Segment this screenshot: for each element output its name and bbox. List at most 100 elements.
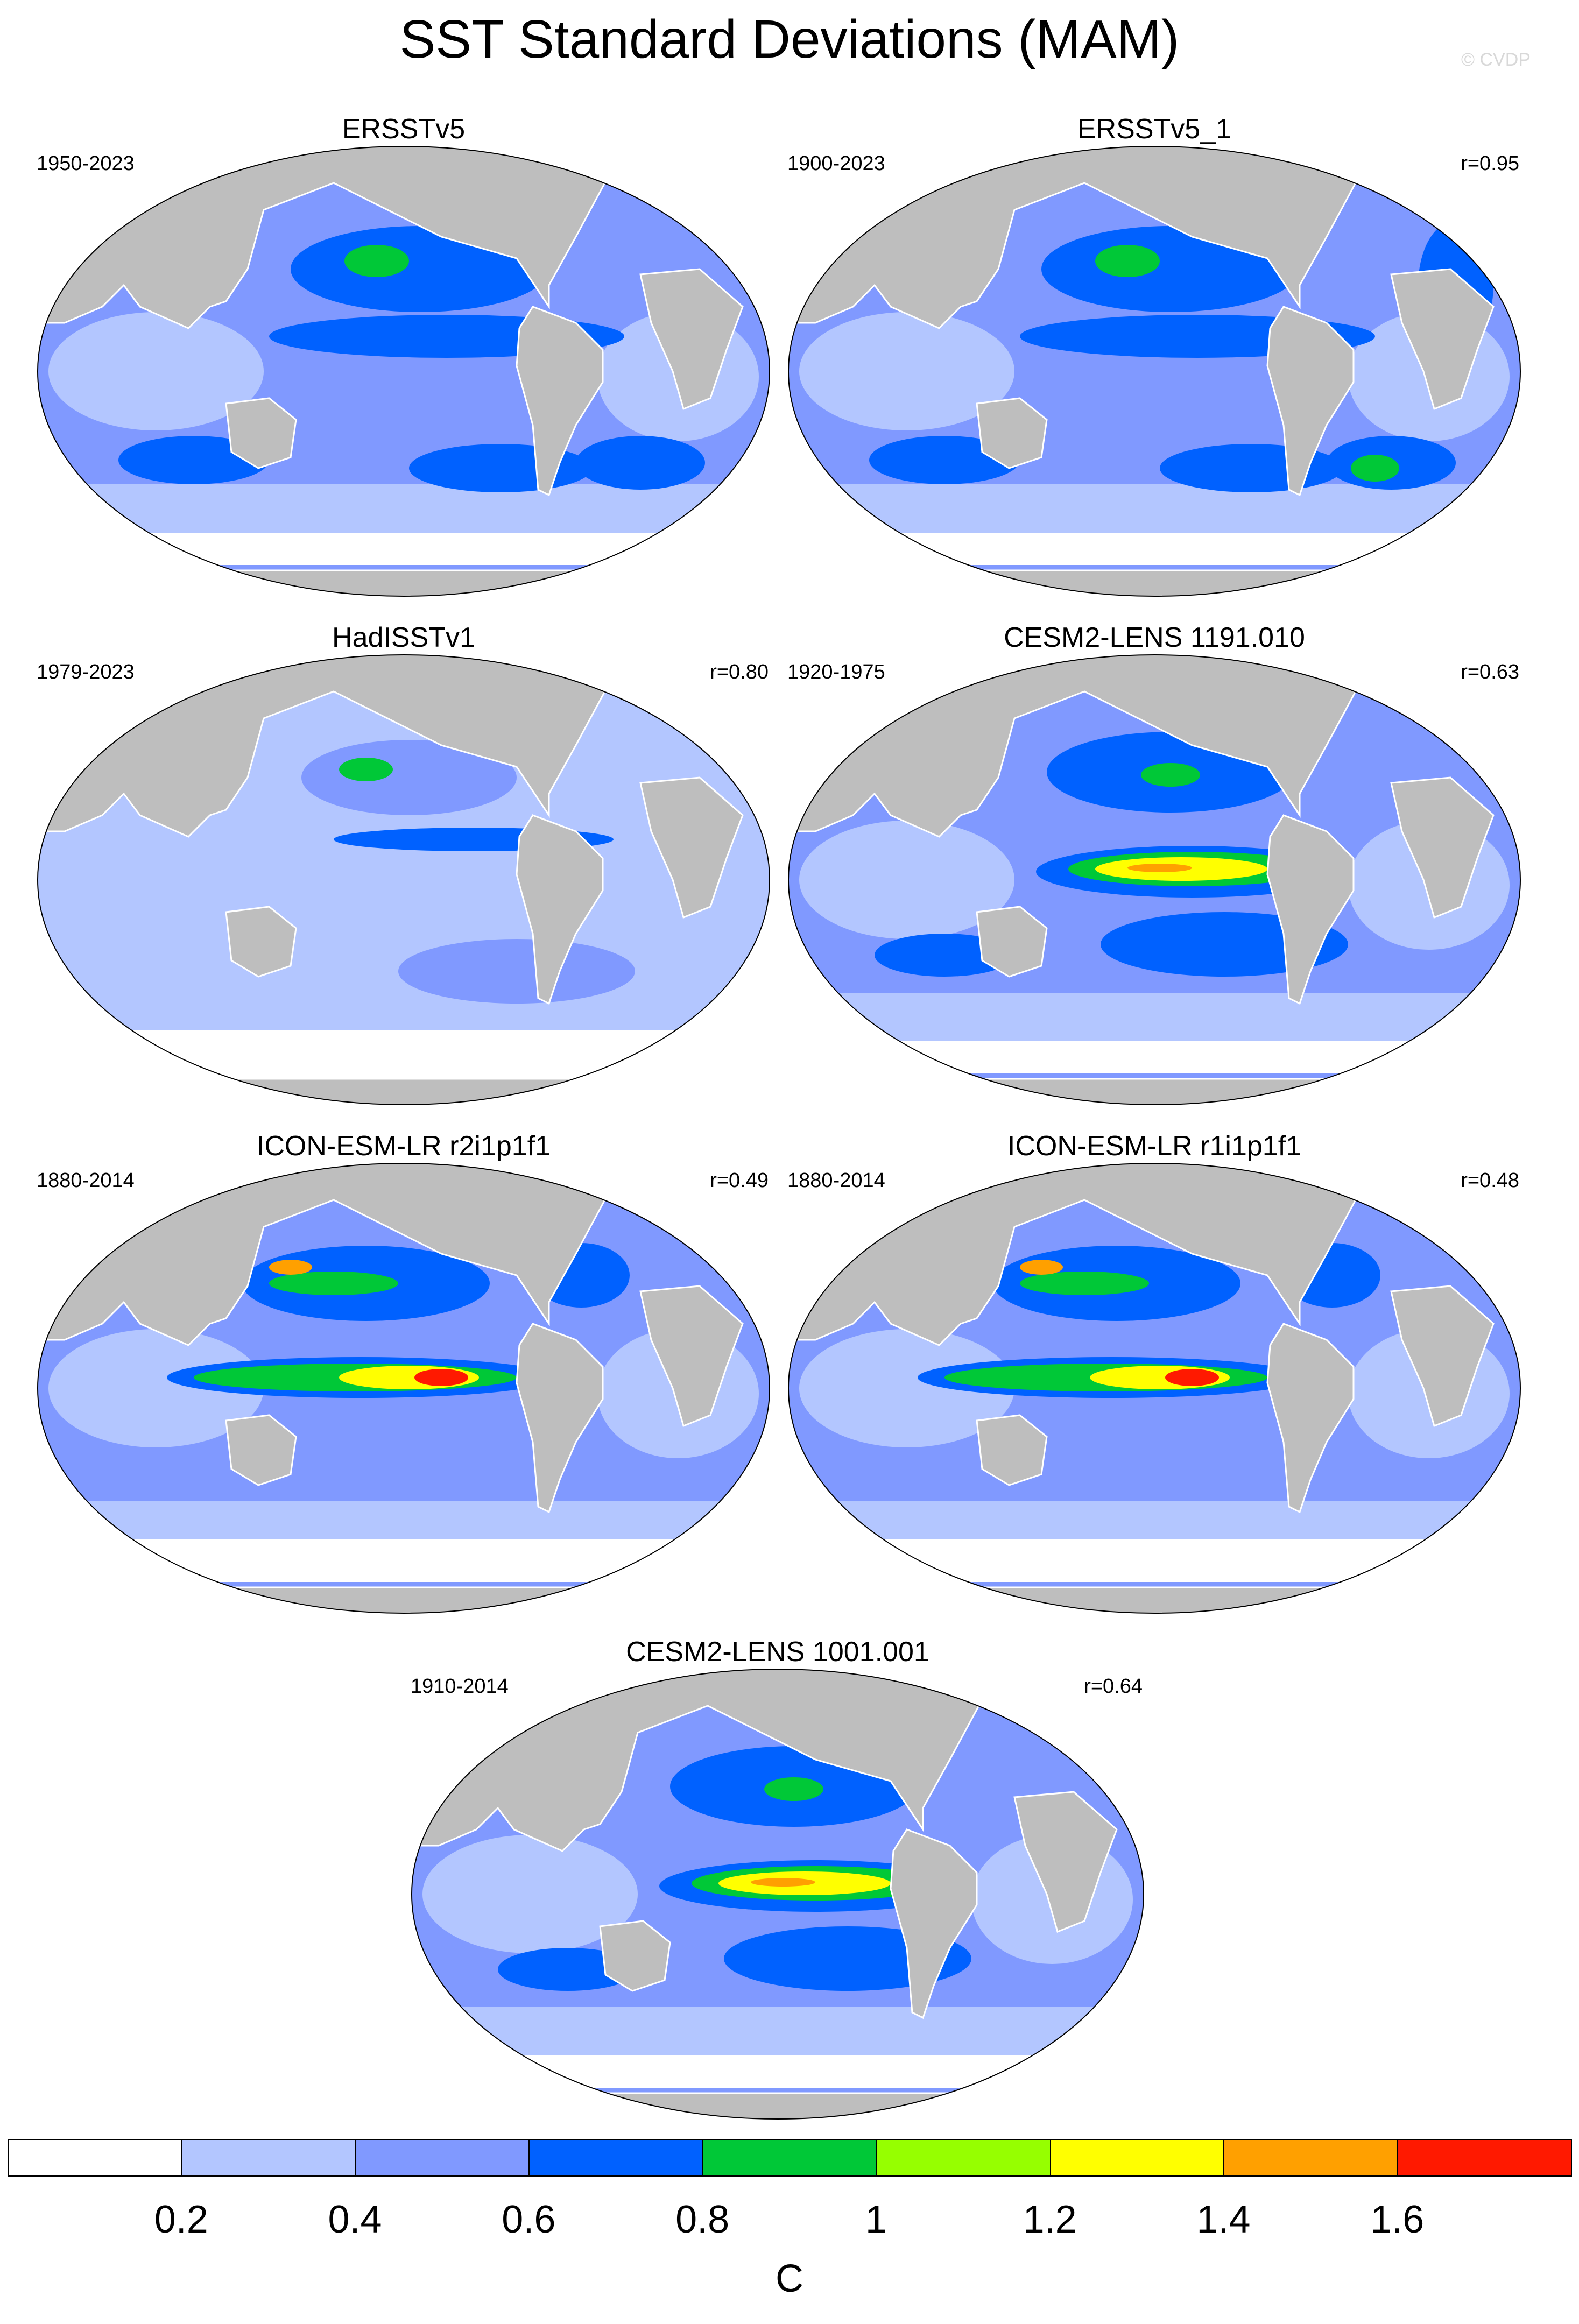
australia — [976, 1414, 1048, 1486]
colorbar-tick-label: 0.2 — [154, 2198, 208, 2241]
antarctica — [38, 1586, 770, 1613]
antarctica — [38, 569, 770, 596]
australia — [976, 397, 1048, 469]
antarctica — [412, 2092, 1144, 2119]
panel-correlation: r=0.95 — [1461, 152, 1519, 175]
australia — [599, 1920, 671, 1992]
south-america — [516, 1323, 604, 1514]
south-atlantic-peak — [1351, 455, 1399, 482]
colorbar-tick-label: 1.4 — [1196, 2198, 1251, 2241]
north-pacific-peak — [339, 758, 393, 781]
map-panel: ERSSTv5 1950-2023 — [32, 113, 775, 603]
colorbar-segment — [8, 2139, 182, 2177]
map-border — [788, 654, 1521, 1105]
north-pacific-peak — [344, 245, 409, 277]
south-america — [1266, 306, 1355, 497]
colorbar-segment — [1049, 2139, 1225, 2177]
south-america — [1266, 814, 1355, 1005]
panel-correlation: r=0.64 — [1084, 1675, 1143, 1698]
equatorial-pacific-peak — [414, 1369, 468, 1386]
southern-indian-high — [498, 1948, 638, 1991]
map-border — [37, 1163, 770, 1614]
colorbar-segment — [528, 2139, 704, 2177]
panel-years: 1880-2014 — [787, 1169, 885, 1192]
panel-years: 1910-2014 — [411, 1675, 509, 1698]
antarctica — [38, 1078, 770, 1105]
kuroshio-peak — [269, 1260, 312, 1275]
map-border — [788, 146, 1521, 597]
north-pacific-peak — [1141, 763, 1200, 787]
south-america — [516, 306, 604, 497]
panel-title: ERSSTv5 — [342, 114, 466, 145]
panel-years: 1950-2023 — [37, 152, 135, 175]
colorbar-unit-label: C — [776, 2257, 803, 2300]
kuroshio-peak — [1020, 1260, 1063, 1275]
colorbar-segment — [876, 2139, 1051, 2177]
sea-ice-edge — [412, 2055, 1144, 2088]
australia — [225, 906, 297, 978]
colorbar-segment — [1223, 2139, 1399, 2177]
africa — [1390, 1285, 1495, 1428]
australia — [976, 906, 1048, 978]
panel-title: CESM2-LENS 1191.010 — [1004, 622, 1305, 653]
south-america — [1266, 1323, 1355, 1514]
north-pacific-green — [1020, 1272, 1149, 1295]
sst-map — [788, 654, 1521, 1105]
sst-map — [788, 146, 1521, 597]
north-pacific-peak — [1095, 245, 1160, 277]
colorbar-tick-label: 0.6 — [502, 2198, 556, 2241]
colorbar-tick-label: 1 — [865, 2198, 887, 2241]
panel-title: ICON-ESM-LR r1i1p1f1 — [1007, 1131, 1302, 1162]
north-pacific-peak — [764, 1777, 823, 1801]
colorbar — [8, 2139, 1572, 2178]
map-panel: CESM2-LENS 1191.010 1920-1975 r=0.63 — [783, 621, 1526, 1111]
panel-years: 1920-1975 — [787, 661, 885, 683]
map-panel: ICON-ESM-LR r2i1p1f1 1880-2014 r=0.49 — [32, 1130, 775, 1620]
antarctica — [788, 1586, 1520, 1613]
africa — [639, 1285, 744, 1428]
south-america — [890, 1828, 978, 2019]
equatorial-pacific-peak — [1165, 1369, 1219, 1386]
south-pacific-mid — [398, 939, 635, 1004]
map-border — [37, 654, 770, 1105]
africa — [639, 776, 744, 919]
colorbar-tick-label: 1.6 — [1370, 2198, 1425, 2241]
panel-title: ERSSTv5_1 — [1077, 114, 1232, 145]
australia — [225, 1414, 297, 1486]
northern-landmass — [412, 1669, 1144, 1852]
panel-years: 1880-2014 — [37, 1169, 135, 1192]
colorbar-segment — [355, 2139, 530, 2177]
south-america — [516, 814, 604, 1005]
sea-ice-edge — [788, 533, 1520, 565]
northern-landmass — [788, 1163, 1520, 1346]
indian-ocean-light — [422, 1835, 638, 1953]
panel-correlation: r=0.49 — [710, 1169, 769, 1192]
map-panel: CESM2-LENS 1001.001 1910-2014 r=0.64 — [406, 1636, 1149, 2125]
sst-map — [37, 146, 770, 597]
panel-title: HadISSTv1 — [332, 622, 475, 653]
map-border — [788, 1163, 1521, 1614]
africa — [1390, 776, 1495, 919]
panel-title: CESM2-LENS 1001.001 — [626, 1636, 929, 1668]
cvdp-watermark: © CVDP — [1461, 50, 1531, 70]
map-panel: ICON-ESM-LR r1i1p1f1 1880-2014 r=0.48 — [783, 1130, 1526, 1620]
indian-ocean-light — [799, 1329, 1014, 1447]
colorbar-segment — [181, 2139, 356, 2177]
northern-landmass — [788, 146, 1520, 329]
map-panel: HadISSTv1 1979-2023 r=0.80 — [32, 621, 775, 1111]
antarctica — [788, 569, 1520, 596]
sst-map — [411, 1669, 1144, 2120]
antarctica — [788, 1078, 1520, 1105]
sea-ice-edge — [788, 1041, 1520, 1073]
south-atlantic-high — [576, 436, 705, 490]
australia — [225, 397, 297, 469]
sst-map — [788, 1163, 1521, 1614]
indian-ocean-light — [48, 312, 264, 430]
panel-years: 1900-2023 — [787, 152, 885, 175]
panel-correlation: r=0.63 — [1461, 661, 1519, 683]
sea-ice-edge — [788, 1539, 1520, 1571]
map-border — [37, 146, 770, 597]
panel-years: 1979-2023 — [37, 661, 135, 683]
colorbar-tick-label: 0.8 — [675, 2198, 730, 2241]
panel-title: ICON-ESM-LR r2i1p1f1 — [256, 1131, 551, 1162]
